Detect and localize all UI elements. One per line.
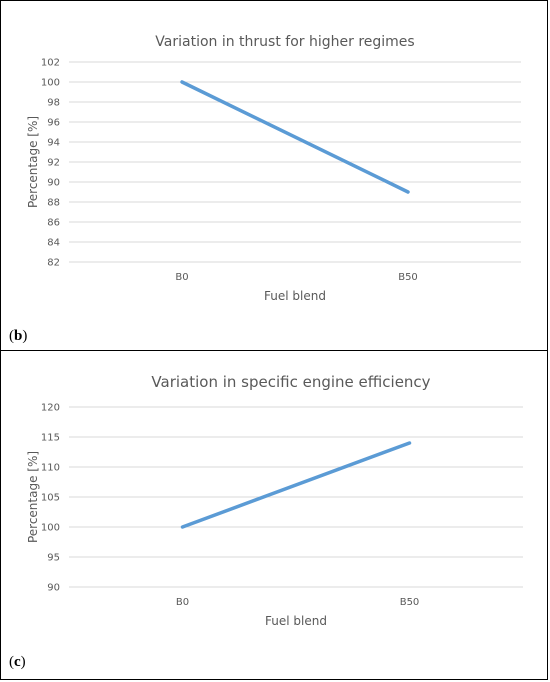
x-tick-label: B50	[400, 597, 420, 608]
y-tick-label: 95	[47, 553, 60, 564]
y-tick-label: 92	[47, 158, 60, 169]
y-tick-label: 86	[47, 218, 60, 229]
y-tick-label: 110	[41, 463, 60, 474]
x-axis-label: Fuel blend	[264, 289, 326, 303]
x-axis-label: Fuel blend	[265, 614, 327, 628]
panel-b: Variation in thrust for higher regimes 82…	[0, 0, 548, 351]
y-tick-label: 100	[41, 78, 60, 89]
y-tick-label: 90	[47, 178, 60, 189]
y-tick-label: 82	[47, 258, 60, 269]
y-tick-label: 120	[41, 403, 60, 414]
x-tick-label: B0	[176, 597, 189, 608]
chart-c-svg: Variation in specific engine efficiency 9…	[26, 373, 523, 628]
y-tick-label: 105	[41, 493, 60, 504]
panel-c-label: (c)	[9, 654, 26, 670]
y-tick-label: 96	[47, 118, 60, 129]
y-tick-label: 100	[41, 523, 60, 534]
y-tick-label: 98	[47, 98, 60, 109]
y-axis-label: Percentage [%]	[26, 451, 40, 543]
chart-title: Variation in thrust for higher regimes	[155, 34, 414, 50]
chart-title: Variation in specific engine efficiency	[151, 373, 430, 391]
y-axis-label: Percentage [%]	[26, 116, 40, 208]
y-tick-label: 90	[47, 583, 60, 594]
panel-c-letter: c	[14, 654, 21, 670]
panel-b-letter: b	[14, 328, 23, 344]
panel-c: Variation in specific engine efficiency 9…	[0, 350, 548, 680]
chart-b-svg: Variation in thrust for higher regimes 82…	[26, 34, 521, 303]
y-tick-label: 84	[47, 238, 60, 249]
series-line	[180, 441, 412, 529]
y-tick-label: 88	[47, 198, 60, 209]
y-tick-label: 94	[47, 138, 60, 149]
y-tick-label: 115	[41, 433, 60, 444]
panel-b-label: (b)	[9, 328, 28, 344]
x-tick-label: B0	[175, 272, 188, 283]
series-line	[180, 80, 410, 194]
x-tick-label: B50	[398, 272, 418, 283]
y-tick-label: 102	[41, 58, 60, 69]
